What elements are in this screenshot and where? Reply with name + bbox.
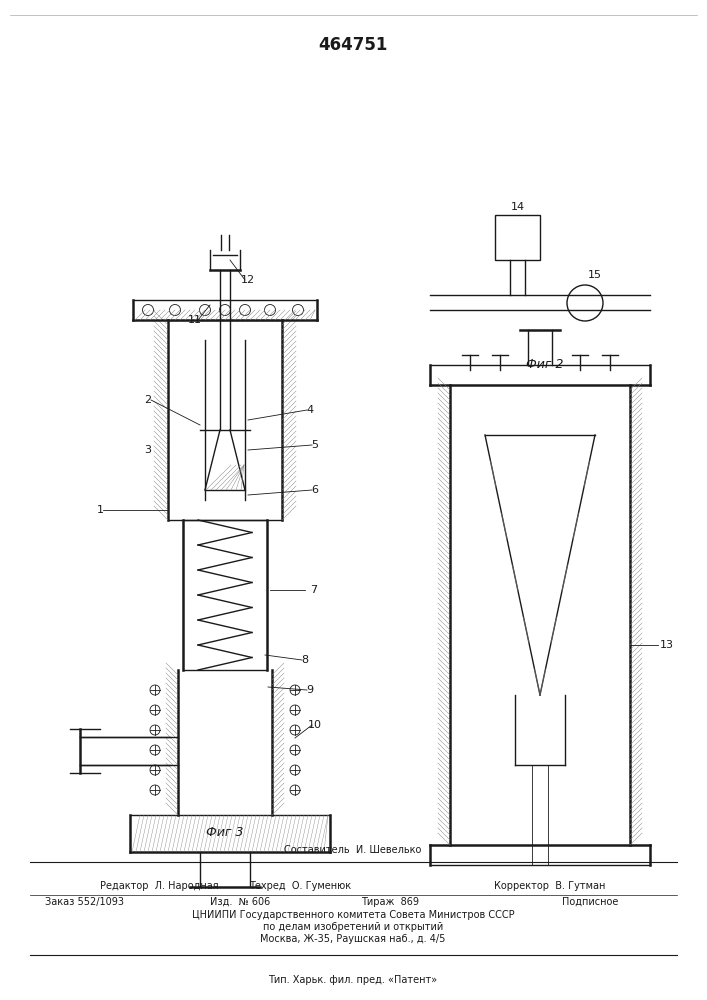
- Text: 11: 11: [188, 315, 202, 325]
- Bar: [495, 215, 540, 260]
- Text: 12: 12: [241, 275, 255, 285]
- Text: Техред  О. Гуменюк: Техред О. Гуменюк: [249, 881, 351, 891]
- Text: 10: 10: [308, 720, 322, 730]
- Text: Подписное: Подписное: [562, 897, 618, 907]
- Text: Корректор  В. Гутман: Корректор В. Гутман: [494, 881, 606, 891]
- Text: Тип. Харьк. фил. пред. «Патент»: Тип. Харьк. фил. пред. «Патент»: [269, 975, 438, 985]
- Text: 4: 4: [306, 405, 314, 415]
- Text: Изд.  № 606: Изд. № 606: [210, 897, 270, 907]
- Text: 15: 15: [588, 270, 602, 280]
- Text: 464751: 464751: [318, 36, 387, 54]
- Text: 1: 1: [96, 505, 103, 515]
- Text: 13: 13: [660, 640, 674, 650]
- Text: 5: 5: [312, 440, 318, 450]
- Text: 3: 3: [144, 445, 151, 455]
- Text: 6: 6: [312, 485, 318, 495]
- Text: Заказ 552/1093: Заказ 552/1093: [45, 897, 124, 907]
- Text: 8: 8: [301, 655, 308, 665]
- Text: 14: 14: [511, 202, 525, 212]
- Text: 9: 9: [306, 685, 314, 695]
- Text: 7: 7: [310, 585, 317, 595]
- Text: Фиг 2: Фиг 2: [526, 359, 563, 371]
- Text: Составитель  И. Шевелько: Составитель И. Шевелько: [284, 845, 421, 855]
- Text: Редактор  Л. Народная: Редактор Л. Народная: [100, 881, 218, 891]
- Text: Фиг 3: Фиг 3: [206, 826, 244, 840]
- Text: Тираж  869: Тираж 869: [361, 897, 419, 907]
- Text: 2: 2: [144, 395, 151, 405]
- Text: ЦНИИПИ Государственного комитета Совета Министров СССР: ЦНИИПИ Государственного комитета Совета …: [192, 910, 514, 920]
- Text: Москва, Ж-35, Раушская наб., д. 4/5: Москва, Ж-35, Раушская наб., д. 4/5: [260, 934, 445, 944]
- Text: по делам изобретений и открытий: по делам изобретений и открытий: [263, 922, 443, 932]
